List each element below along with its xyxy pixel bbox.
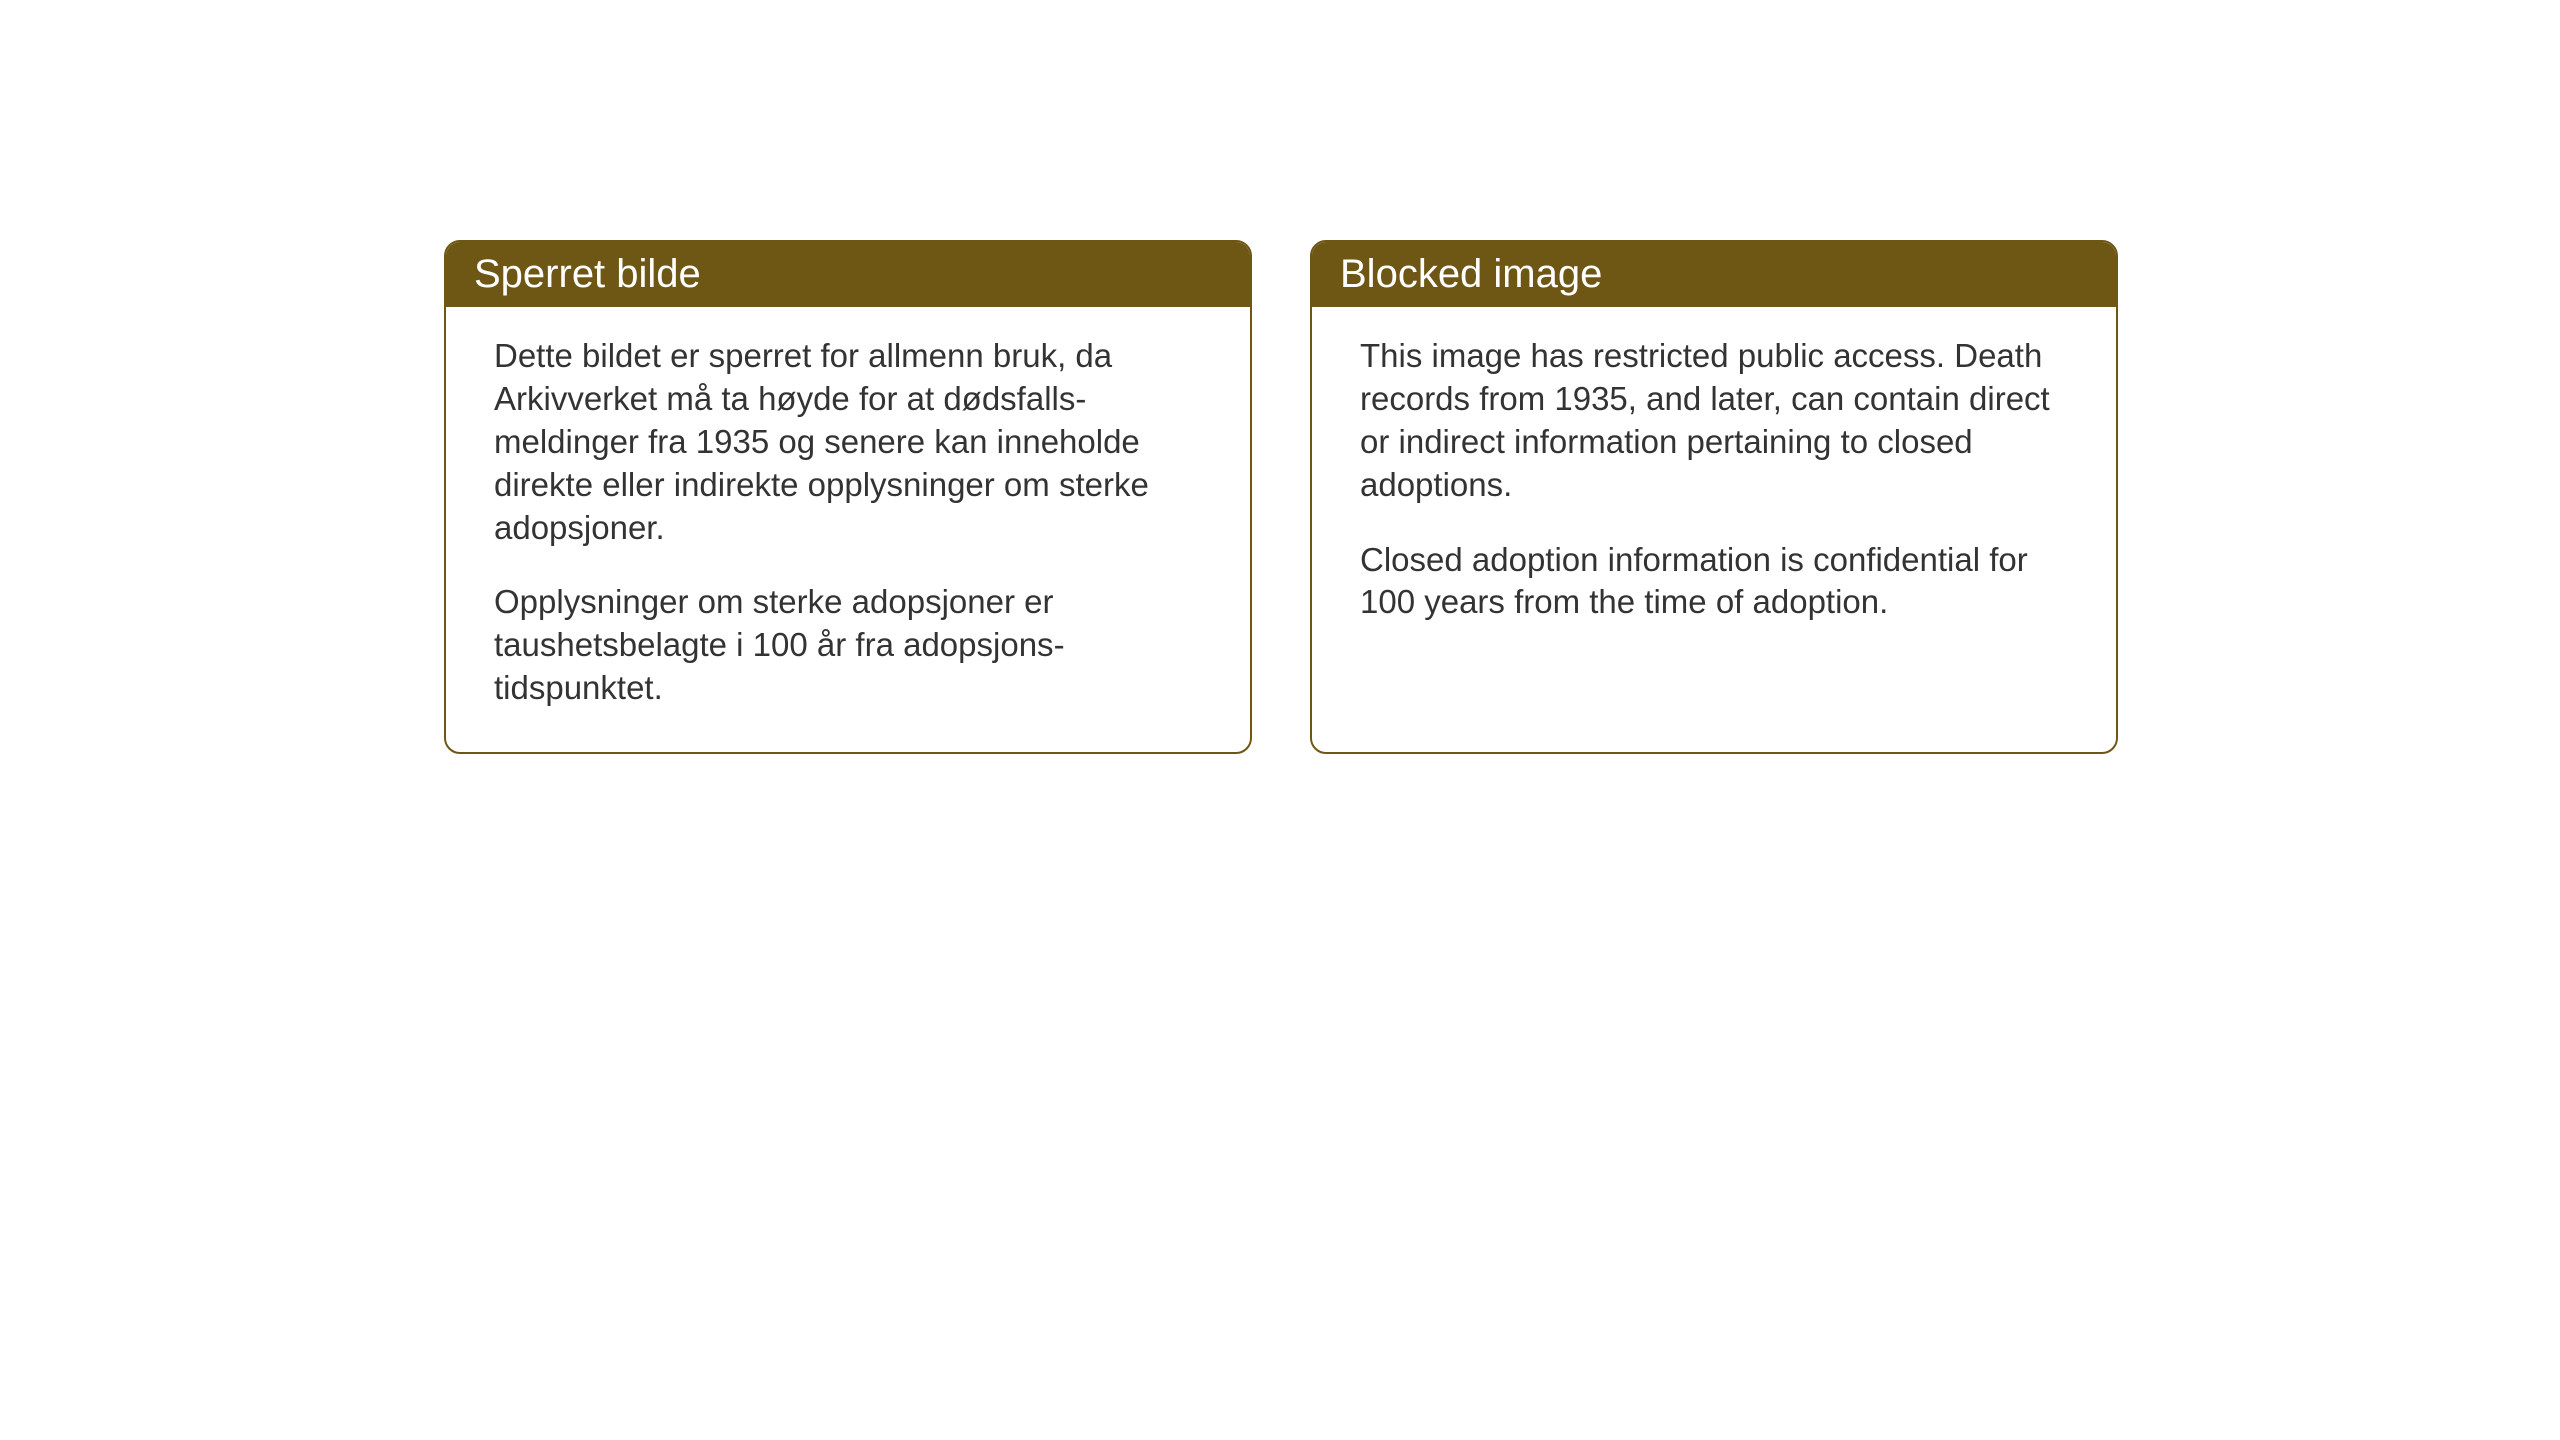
norwegian-notice-card: Sperret bilde Dette bildet er sperret fo… [444,240,1252,754]
english-paragraph-1: This image has restricted public access.… [1360,335,2068,507]
norwegian-paragraph-1: Dette bildet er sperret for allmenn bruk… [494,335,1202,549]
english-paragraph-2: Closed adoption information is confident… [1360,539,2068,625]
english-notice-card: Blocked image This image has restricted … [1310,240,2118,754]
norwegian-card-body: Dette bildet er sperret for allmenn bruk… [446,307,1250,752]
english-card-title: Blocked image [1312,242,2116,307]
norwegian-paragraph-2: Opplysninger om sterke adopsjoner er tau… [494,581,1202,710]
english-card-body: This image has restricted public access.… [1312,307,2116,752]
norwegian-card-title: Sperret bilde [446,242,1250,307]
notice-cards-container: Sperret bilde Dette bildet er sperret fo… [444,240,2118,754]
